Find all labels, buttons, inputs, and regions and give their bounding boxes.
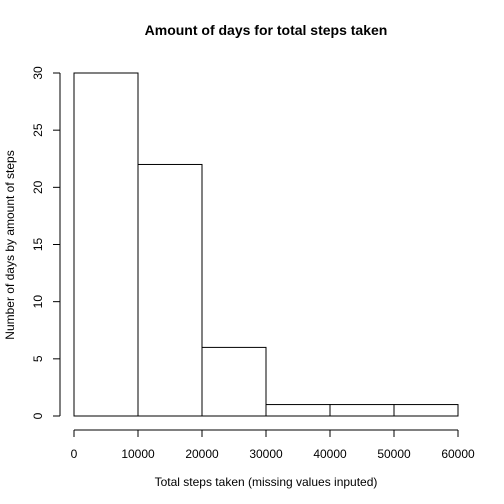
y-tick-label-3: 15	[31, 238, 45, 252]
y-axis-label: Number of days by amount of steps	[3, 150, 17, 339]
y-tick-label-5: 25	[31, 123, 45, 137]
y-tick-label-2: 10	[31, 295, 45, 309]
histogram-bar-5	[393, 404, 459, 417]
x-tick-label-6: 60000	[441, 447, 475, 461]
x-tick-label-3: 30000	[249, 447, 283, 461]
x-axis-label: Total steps taken (missing values inpute…	[155, 475, 378, 489]
bars-group	[73, 72, 459, 417]
x-tick-label-0: 0	[71, 447, 78, 461]
y-tick-label-4: 20	[31, 180, 45, 194]
x-tick-label-4: 40000	[313, 447, 347, 461]
histogram-bar-4	[329, 404, 395, 417]
y-tick-label-6: 30	[31, 66, 45, 80]
y-tick-label-0: 0	[31, 412, 45, 419]
histogram-bar-0	[73, 72, 139, 417]
histogram-bar-2	[201, 346, 267, 417]
y-axis: 0 5 10 15 20 25 30	[31, 66, 61, 419]
x-tick-label-2: 20000	[185, 447, 219, 461]
x-tick-label-1: 10000	[121, 447, 155, 461]
y-tick-label-1: 5	[31, 355, 45, 362]
chart-title: Amount of days for total steps taken	[145, 22, 388, 38]
histogram-bar-1	[137, 163, 203, 417]
histogram-bar-3	[265, 404, 331, 417]
x-axis: 0 10000 20000 30000 40000 50000 60000	[71, 429, 475, 461]
x-tick-label-5: 50000	[377, 447, 411, 461]
